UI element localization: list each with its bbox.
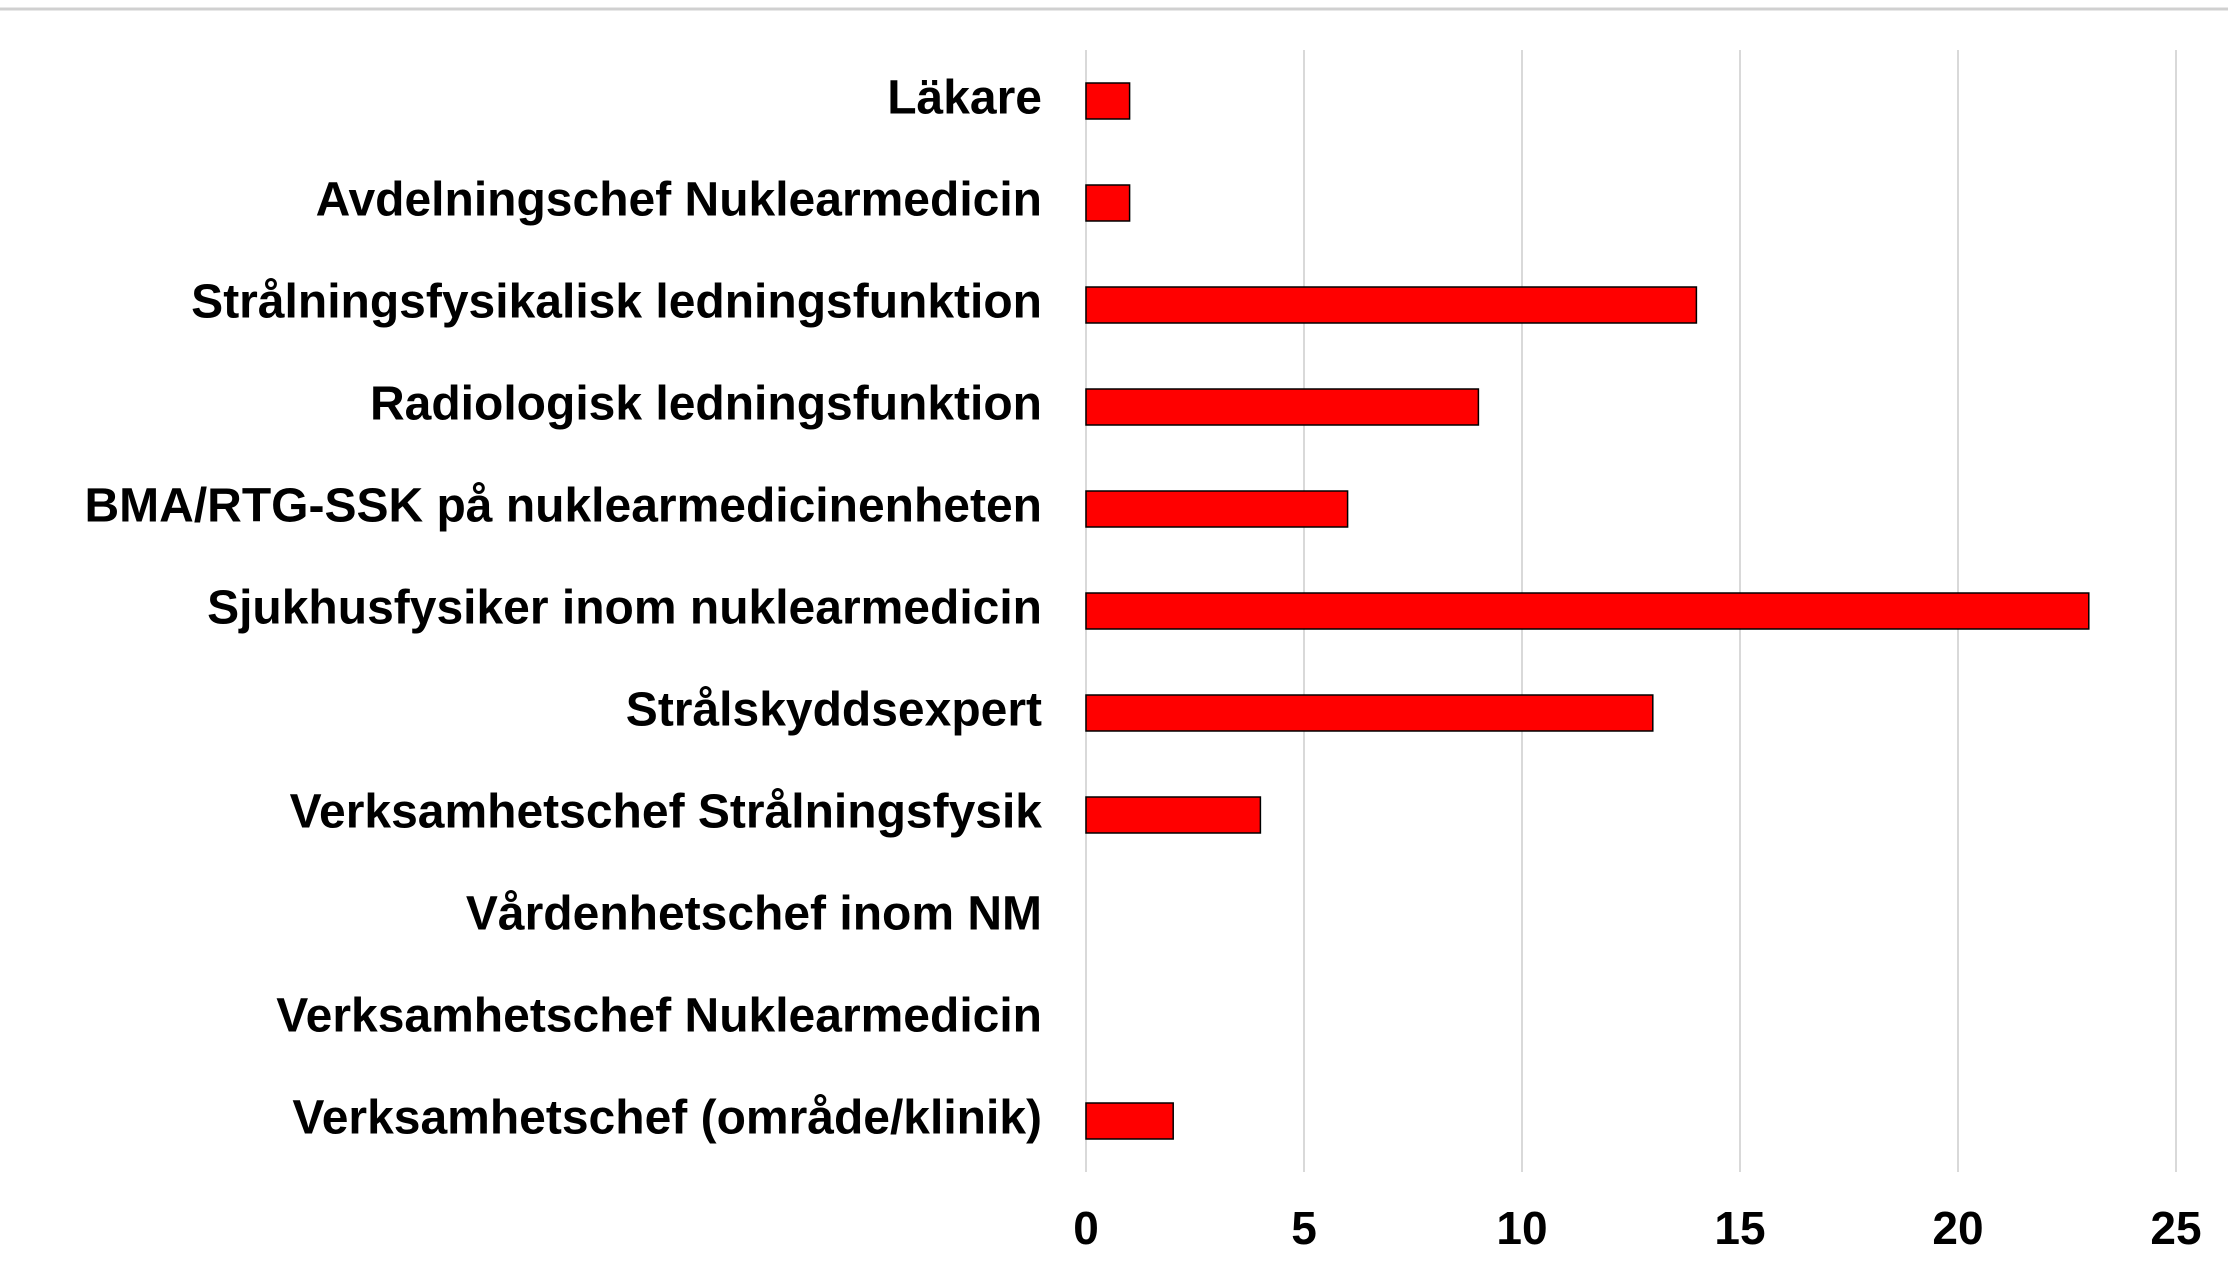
bar <box>1085 694 1654 732</box>
y-tick-label: Sjukhusfysiker inom nuklearmedicin <box>207 582 1042 635</box>
y-tick-label: Läkare <box>887 72 1042 125</box>
y-tick-label: Vårdenhetschef inom NM <box>466 888 1042 941</box>
y-tick-label: Radiologisk ledningsfunktion <box>370 378 1042 431</box>
y-tick-label: Strålningsfysikalisk ledningsfunktion <box>191 276 1042 329</box>
bar <box>1085 286 1698 324</box>
x-tick-label: 10 <box>1496 1202 1547 1254</box>
y-tick-label: Verksamhetschef (område/klinik) <box>292 1092 1042 1145</box>
bar <box>1085 1102 1174 1140</box>
x-tick-label: 20 <box>1932 1202 1983 1254</box>
x-tick-label: 15 <box>1714 1202 1765 1254</box>
bar <box>1085 796 1262 834</box>
bar <box>1085 184 1131 222</box>
y-tick-label: Verksamhetschef Nuklearmedicin <box>276 990 1042 1043</box>
y-tick-label: Verksamhetschef Strålningsfysik <box>290 786 1043 839</box>
bar <box>1085 592 2090 630</box>
bar <box>1085 490 1349 528</box>
y-tick-label: BMA/RTG-SSK på nuklearmedicinenheten <box>85 480 1043 533</box>
x-tick-label: 0 <box>1073 1202 1099 1254</box>
bar <box>1085 388 1480 426</box>
y-tick-label: Strålskyddsexpert <box>626 684 1042 737</box>
x-tick-label: 25 <box>2150 1202 2201 1254</box>
x-tick-label: 5 <box>1291 1202 1317 1254</box>
bar <box>1085 82 1131 120</box>
y-tick-label: Avdelningschef Nuklearmedicin <box>316 174 1042 227</box>
